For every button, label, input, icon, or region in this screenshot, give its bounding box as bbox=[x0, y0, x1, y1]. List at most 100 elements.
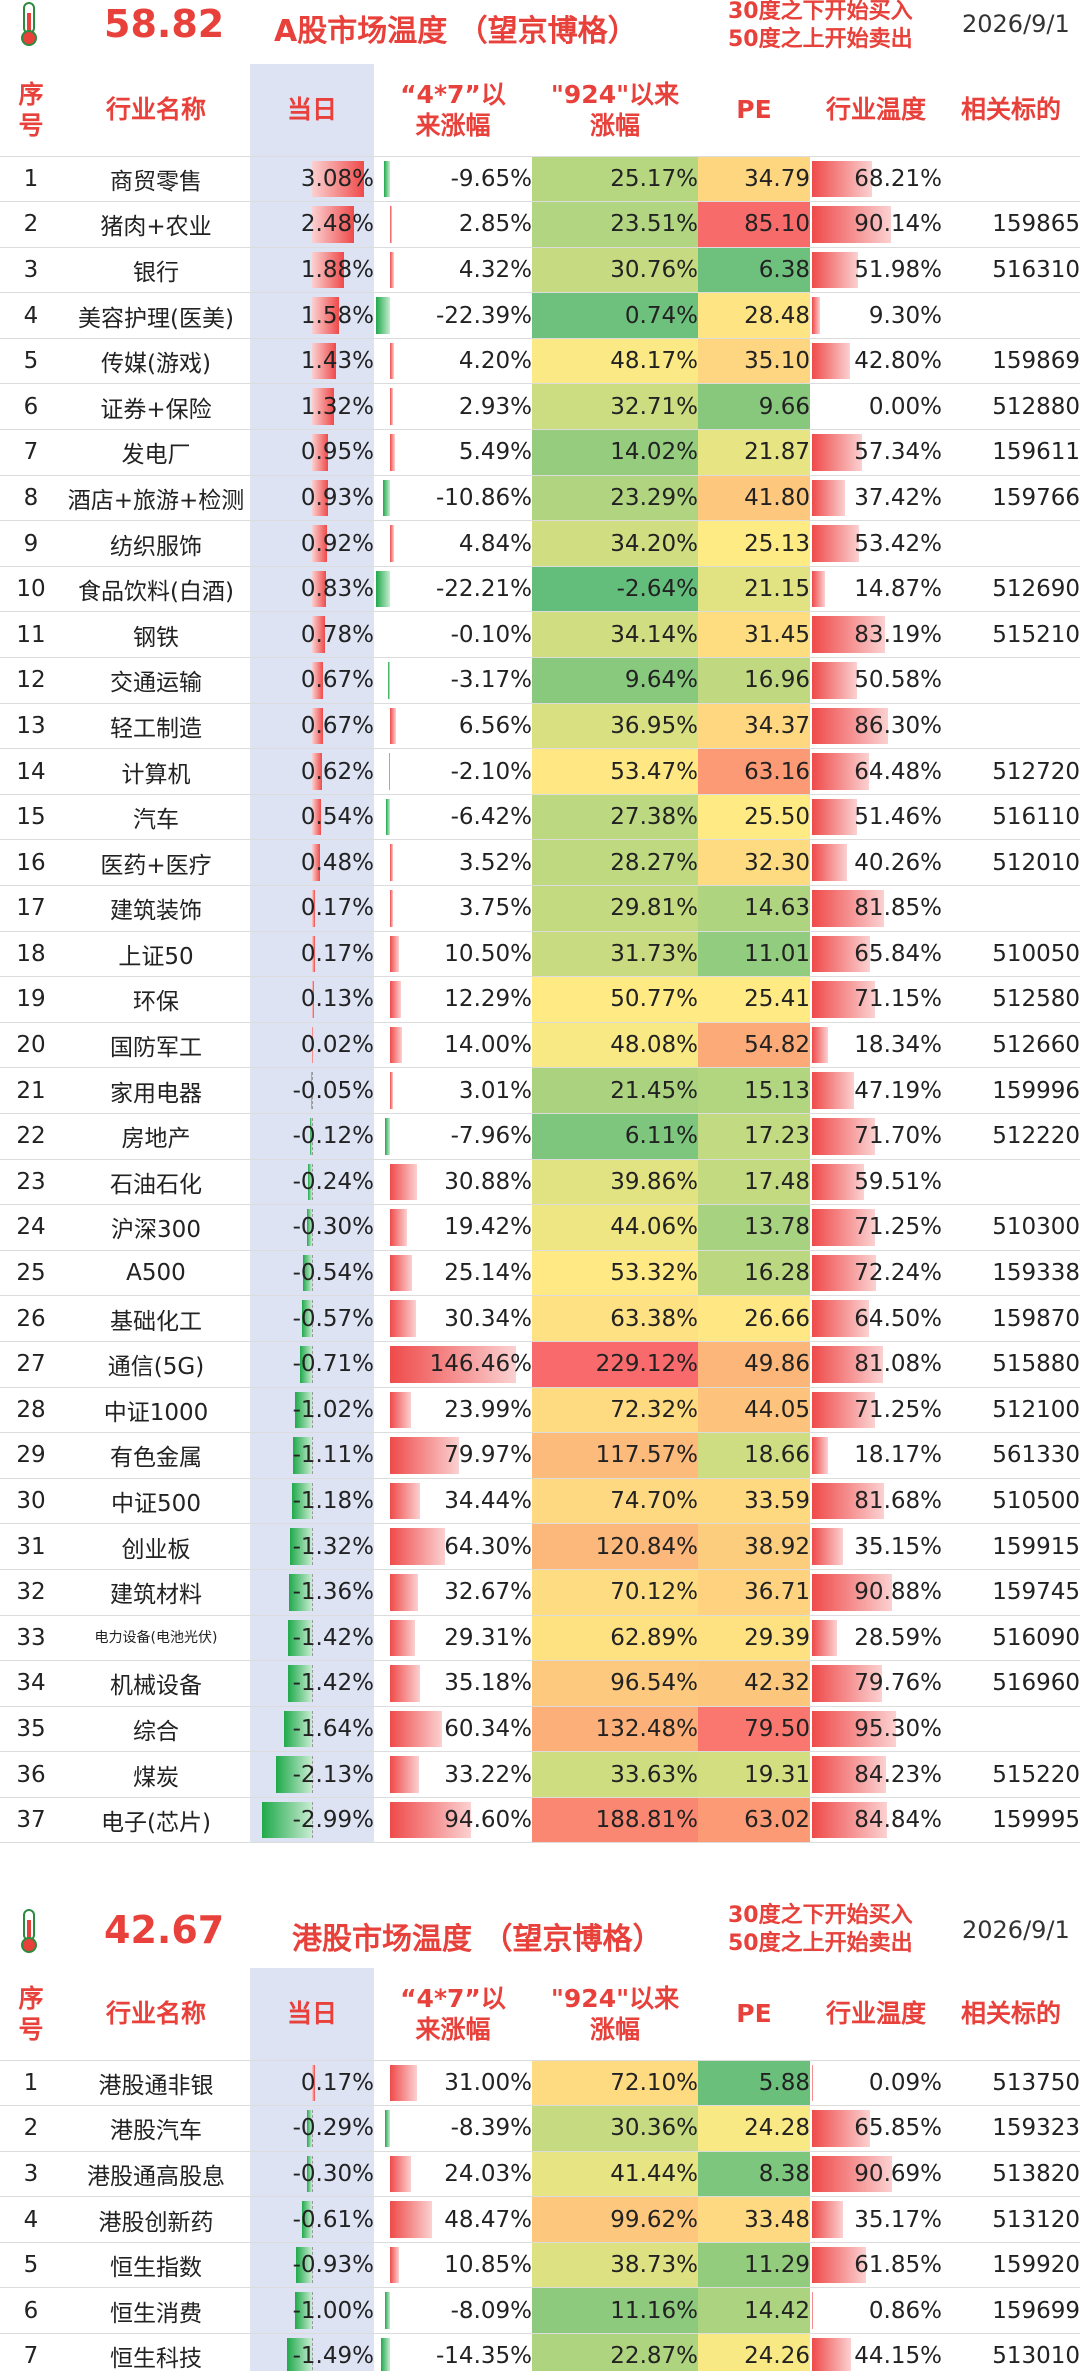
industry-name-text: 汽车 bbox=[133, 807, 179, 834]
table-row: 2 港股汽车 -0.29% -8.39% 30.36% 24.28 65.85% 159323 bbox=[0, 2105, 1080, 2152]
pe-value: 11.29 bbox=[698, 2242, 810, 2289]
zero-line bbox=[312, 2246, 313, 2284]
industry-name-text: 电子(芯片) bbox=[101, 1810, 211, 1837]
row-number-text: 16 bbox=[16, 849, 46, 876]
day-change-bar bbox=[312, 160, 364, 198]
industry-temperature: 65.84% bbox=[810, 931, 942, 978]
industry-name-text: 通信(5G) bbox=[107, 1354, 205, 1381]
pe-value-text: 32.30 bbox=[744, 849, 810, 876]
industry-temperature-text: 84.23% bbox=[854, 1761, 942, 1788]
zero-line bbox=[312, 2338, 313, 2371]
industry-name: 上证50 bbox=[62, 931, 250, 978]
industry-name-text: 中证1000 bbox=[103, 1399, 209, 1426]
since-47-bar bbox=[390, 1254, 412, 1292]
since-47-change: -22.39% bbox=[374, 292, 532, 339]
since-47-change: 29.31% bbox=[374, 1615, 532, 1662]
related-fund-code-text: 159870 bbox=[992, 1305, 1080, 1332]
day-change-bar bbox=[309, 1117, 312, 1155]
row-number: 3 bbox=[0, 247, 62, 294]
row-number: 12 bbox=[0, 657, 62, 704]
pe-value-text: 5.88 bbox=[758, 2069, 810, 2096]
since-47-bar bbox=[381, 2338, 390, 2371]
pe-value-text: 29.39 bbox=[744, 1624, 810, 1651]
since-924-change-text: 0.74% bbox=[624, 302, 698, 329]
day-change-bar bbox=[312, 479, 328, 517]
day-change: 0.17% bbox=[250, 885, 374, 932]
pe-value: 34.37 bbox=[698, 703, 810, 750]
row-number: 19 bbox=[0, 976, 62, 1023]
industry-temperature-text: 71.70% bbox=[854, 1123, 942, 1150]
day-change: 0.78% bbox=[250, 611, 374, 659]
since-47-bar bbox=[390, 525, 395, 562]
day-change: -0.24% bbox=[250, 1159, 374, 1206]
since-47-change-text: 14.00% bbox=[444, 1032, 532, 1059]
since-47-change-text: 34.44% bbox=[444, 1488, 532, 1515]
since-924-change: 30.76% bbox=[532, 247, 698, 294]
since-924-change: 72.10% bbox=[532, 2060, 698, 2107]
table-row: 36 煤炭 -2.13% 33.22% 33.63% 19.31 84.23% 515220 bbox=[0, 1751, 1080, 1798]
since-47-bar bbox=[390, 342, 394, 380]
industry-temperature-text: 68.21% bbox=[854, 165, 942, 192]
industry-temperature: 81.85% bbox=[810, 885, 942, 932]
temperature-bar bbox=[812, 890, 885, 927]
since-924-change-text: 32.71% bbox=[610, 393, 698, 420]
since-924-change-text: 23.29% bbox=[610, 484, 698, 511]
industry-name-text: 环保 bbox=[133, 989, 179, 1016]
since-47-change-text: 25.14% bbox=[444, 1260, 532, 1287]
buy-rule: 30度之下开始买入 bbox=[728, 1903, 913, 1928]
table-row: 25 A500 -0.54% 25.14% 53.32% 16.28 72.24% 15933… bbox=[0, 1250, 1080, 1297]
related-fund-code: 159995 bbox=[942, 1797, 1080, 1844]
pe-value: 13.78 bbox=[698, 1204, 810, 1251]
industry-temperature: 18.17% bbox=[810, 1432, 942, 1479]
since-924-change: 41.44% bbox=[532, 2151, 698, 2198]
since-47-bar bbox=[390, 251, 394, 289]
industry-name: 纺织服饰 bbox=[62, 520, 250, 567]
pe-value: 32.30 bbox=[698, 839, 810, 886]
since-924-change-text: 23.51% bbox=[610, 211, 698, 238]
row-number-text: 24 bbox=[16, 1214, 46, 1241]
related-fund-code: 510300 bbox=[942, 1204, 1080, 1251]
hk-share-rules: 30度之下开始买入 50度之上开始卖出 bbox=[728, 1902, 913, 1958]
day-change-text: 3.08% bbox=[300, 165, 374, 192]
row-number: 15 bbox=[0, 794, 62, 841]
hk-share-header: 42.67 港股市场温度 （望京博格） 30度之下开始买入 50度之上开始卖出 … bbox=[0, 1900, 1080, 1960]
zero-line bbox=[312, 1528, 313, 1565]
since-47-change-text: 64.30% bbox=[444, 1533, 532, 1560]
table-row: 6 证券+保险 1.32% 2.93% 32.71% 9.66 0.00% 512880 bbox=[0, 383, 1080, 431]
day-change-bar bbox=[312, 707, 324, 745]
industry-name: 环保 bbox=[62, 976, 250, 1023]
row-number-text: 32 bbox=[16, 1579, 46, 1606]
day-change: 1.32% bbox=[250, 383, 374, 431]
industry-name: 电力设备(电池光伏) bbox=[62, 1615, 250, 1662]
zero-line bbox=[312, 1756, 313, 1793]
temperature-bar bbox=[812, 1254, 876, 1292]
industry-temperature-text: 71.15% bbox=[854, 986, 942, 1013]
day-change-bar bbox=[306, 2155, 312, 2193]
thermometer-icon bbox=[21, 1909, 37, 1953]
industry-temperature: 40.26% bbox=[810, 839, 942, 886]
row-number: 32 bbox=[0, 1569, 62, 1616]
since-47-change: 35.18% bbox=[374, 1660, 532, 1707]
day-change: 0.17% bbox=[250, 931, 374, 978]
zero-line bbox=[312, 1573, 313, 1611]
table-row: 14 计算机 0.62% -2.10% 53.47% 63.16 64.48% 512720 bbox=[0, 748, 1080, 795]
industry-name-text: 基础化工 bbox=[110, 1308, 202, 1335]
zero-line bbox=[312, 1209, 313, 1246]
related-fund-code-text: 159995 bbox=[992, 1807, 1080, 1834]
industry-name-text: 建筑装饰 bbox=[110, 898, 202, 925]
row-number: 24 bbox=[0, 1204, 62, 1251]
since-47-bar bbox=[390, 1573, 419, 1611]
since-47-change-text: 79.97% bbox=[444, 1442, 532, 1469]
temperature-bar bbox=[812, 1801, 887, 1839]
row-number: 21 bbox=[0, 1067, 62, 1114]
pe-value-text: 31.45 bbox=[744, 621, 810, 648]
table-row: 4 美容护理(医美) 1.58% -22.39% 0.74% 28.48 9.30% bbox=[0, 292, 1080, 339]
since-47-change: 25.14% bbox=[374, 1250, 532, 1297]
row-number: 6 bbox=[0, 2287, 62, 2335]
day-change-text: -1.32% bbox=[292, 1533, 374, 1560]
industry-name-text: 银行 bbox=[133, 259, 179, 286]
day-change-bar bbox=[261, 1801, 312, 1839]
since-47-change: -7.96% bbox=[374, 1113, 532, 1160]
industry-temperature-text: 71.25% bbox=[854, 1214, 942, 1241]
zero-line bbox=[312, 2292, 313, 2330]
